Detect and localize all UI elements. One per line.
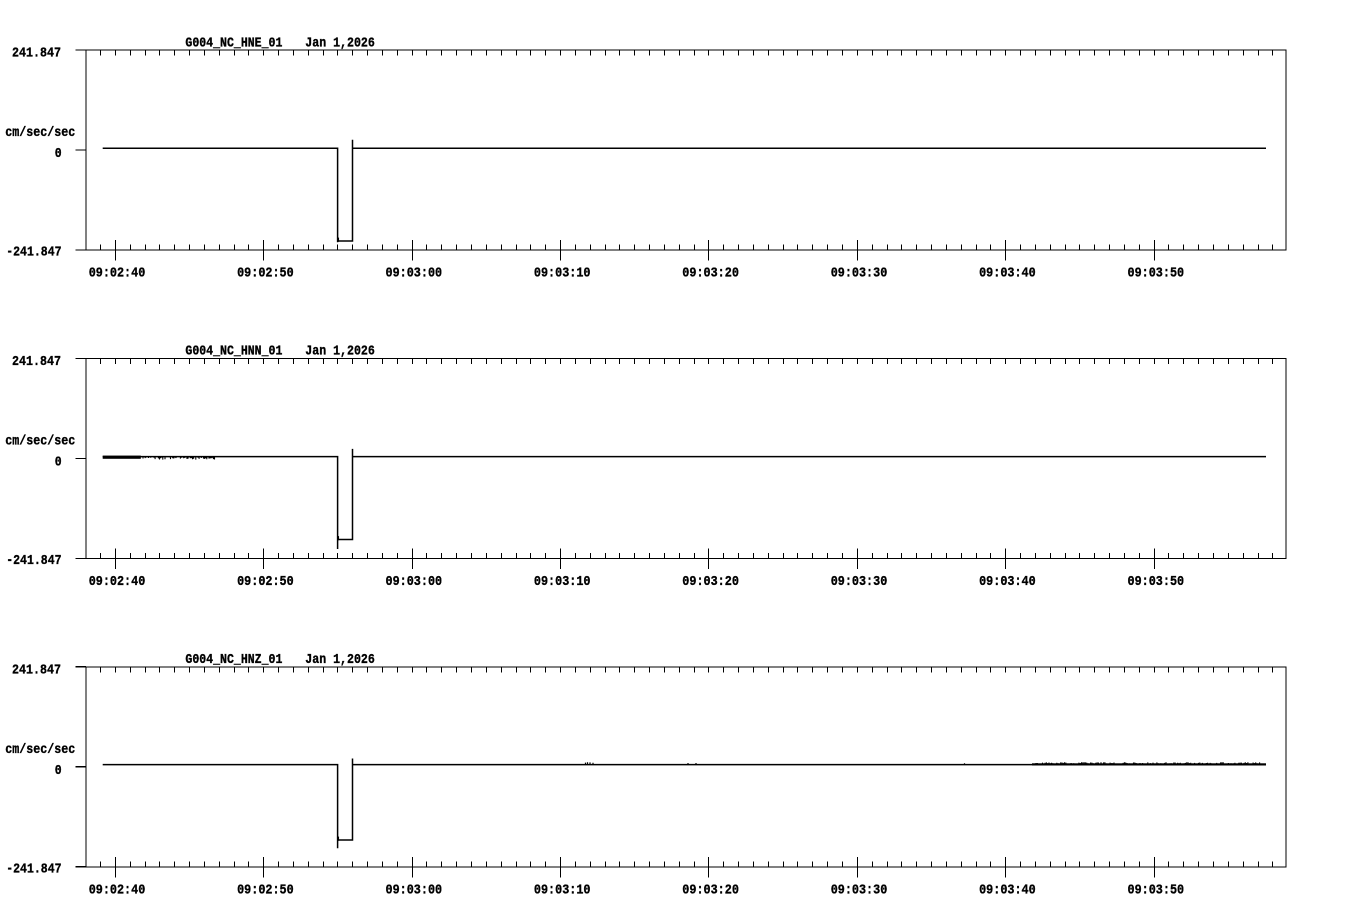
- svg-text:Jan 1,2026: Jan 1,2026: [305, 344, 375, 360]
- svg-text:-241.847: -241.847: [6, 553, 61, 569]
- svg-text:09:03:10: 09:03:10: [534, 882, 591, 898]
- svg-text:09:03:30: 09:03:30: [831, 882, 888, 898]
- svg-text:09:03:10: 09:03:10: [534, 266, 591, 282]
- svg-text:09:03:20: 09:03:20: [682, 574, 739, 590]
- svg-text:09:02:40: 09:02:40: [89, 574, 146, 590]
- svg-text:09:03:00: 09:03:00: [386, 266, 443, 282]
- svg-text:cm/sec/sec: cm/sec/sec: [5, 434, 75, 450]
- svg-text:09:02:50: 09:02:50: [237, 266, 294, 282]
- svg-text:G004_NC_HNN_01: G004_NC_HNN_01: [185, 344, 282, 360]
- svg-text:09:02:40: 09:02:40: [89, 266, 146, 282]
- svg-text:09:03:00: 09:03:00: [386, 574, 443, 590]
- svg-text:G004_NC_HNE_01: G004_NC_HNE_01: [185, 35, 282, 51]
- svg-text:09:02:40: 09:02:40: [89, 882, 146, 898]
- svg-text:Jan 1,2026: Jan 1,2026: [305, 35, 375, 51]
- svg-text:09:03:50: 09:03:50: [1128, 574, 1185, 590]
- svg-text:09:03:20: 09:03:20: [682, 266, 739, 282]
- svg-text:09:03:00: 09:03:00: [386, 882, 443, 898]
- svg-text:0: 0: [55, 763, 62, 779]
- svg-text:0: 0: [55, 455, 62, 471]
- svg-text:cm/sec/sec: cm/sec/sec: [5, 125, 75, 141]
- svg-text:0: 0: [55, 146, 62, 162]
- svg-text:09:03:40: 09:03:40: [979, 574, 1036, 590]
- svg-text:-241.847: -241.847: [6, 245, 61, 261]
- svg-text:09:03:40: 09:03:40: [979, 882, 1036, 898]
- svg-text:241.847: 241.847: [12, 354, 61, 370]
- svg-text:09:02:50: 09:02:50: [237, 882, 294, 898]
- svg-text:G004_NC_HNZ_01: G004_NC_HNZ_01: [185, 652, 282, 668]
- svg-text:-241.847: -241.847: [6, 861, 61, 877]
- svg-text:09:03:30: 09:03:30: [831, 574, 888, 590]
- svg-text:09:02:50: 09:02:50: [237, 574, 294, 590]
- svg-text:09:03:50: 09:03:50: [1128, 882, 1185, 898]
- svg-text:241.847: 241.847: [12, 662, 61, 678]
- svg-text:241.847: 241.847: [12, 46, 61, 62]
- svg-text:09:03:40: 09:03:40: [979, 266, 1036, 282]
- svg-text:cm/sec/sec: cm/sec/sec: [5, 742, 75, 758]
- svg-text:09:03:50: 09:03:50: [1128, 266, 1185, 282]
- svg-text:09:03:10: 09:03:10: [534, 574, 591, 590]
- svg-text:Jan 1,2026: Jan 1,2026: [305, 652, 375, 668]
- svg-text:09:03:20: 09:03:20: [682, 882, 739, 898]
- svg-text:09:03:30: 09:03:30: [831, 266, 888, 282]
